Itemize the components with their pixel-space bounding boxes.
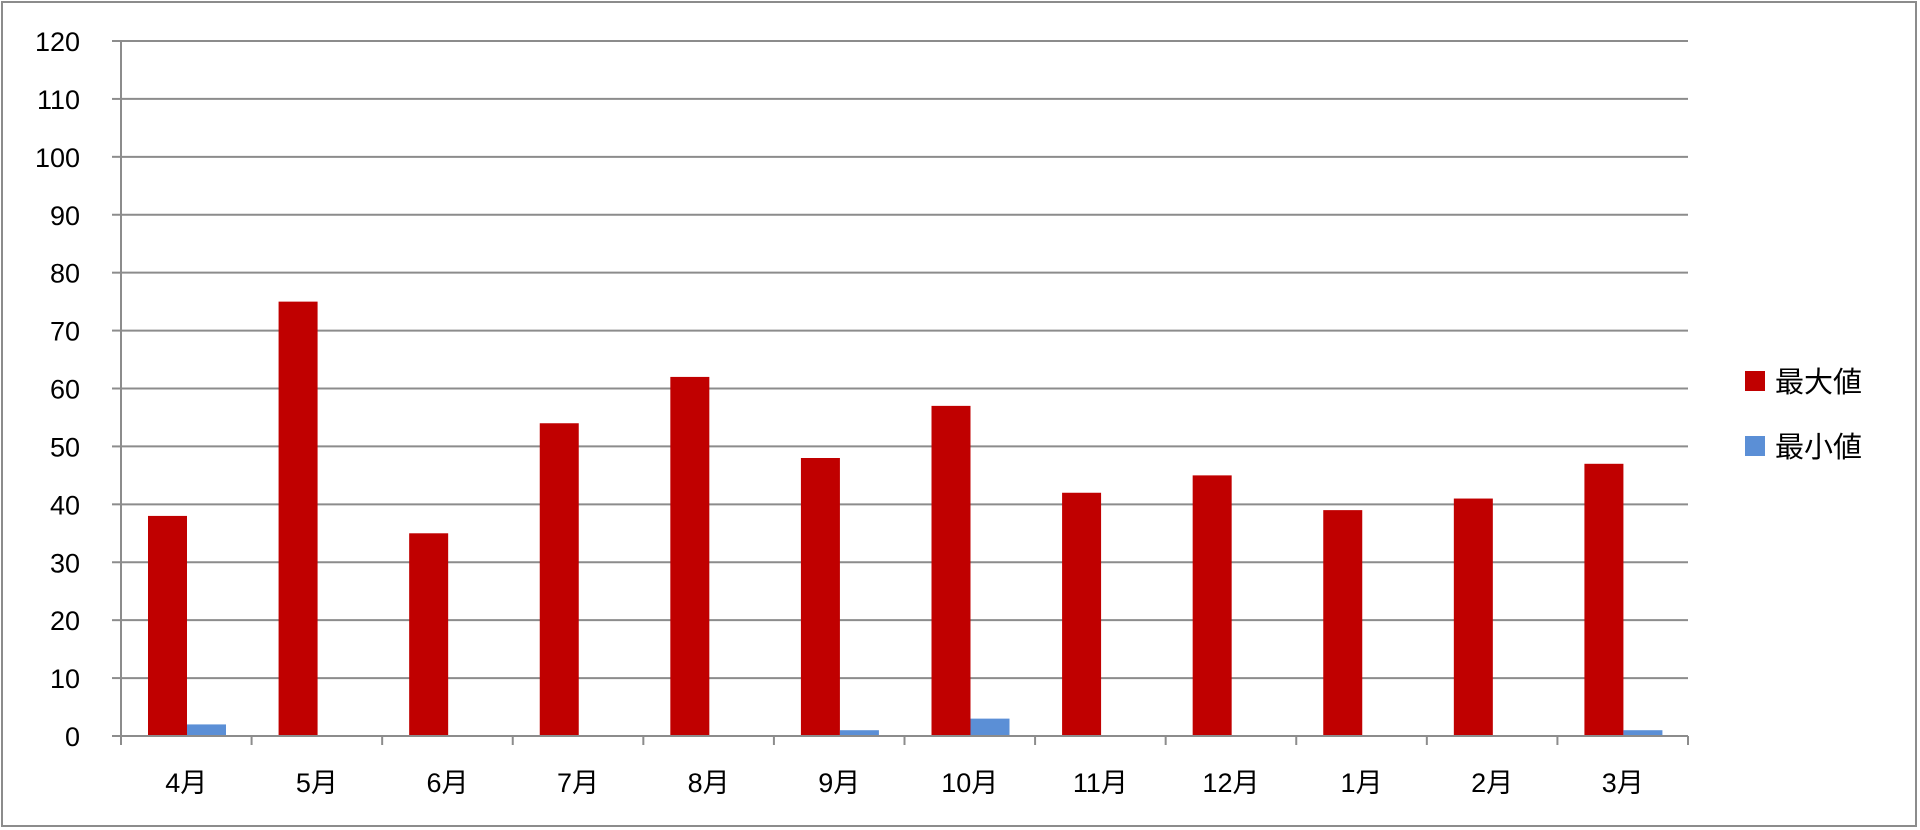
bar-max	[539, 423, 579, 736]
x-tick-label: 10月	[941, 768, 998, 798]
bar-min	[839, 730, 879, 736]
y-tick-label: 30	[50, 548, 80, 578]
x-tick-label: 6月	[426, 768, 468, 798]
y-tick-label: 60	[50, 375, 80, 405]
y-tick-label: 110	[37, 85, 80, 115]
legend: 最大値 最小値	[1745, 365, 1862, 464]
x-tick-label: 4月	[165, 768, 207, 798]
y-tick-label: 0	[65, 722, 80, 752]
bar-max	[278, 301, 318, 736]
y-tick-label: 50	[50, 432, 80, 462]
y-tick-label: 90	[50, 201, 80, 231]
bar-min	[187, 724, 226, 736]
bar-max	[1192, 475, 1232, 736]
bar-max	[931, 405, 971, 736]
x-tick-label: 5月	[296, 768, 338, 798]
bar-max	[670, 376, 710, 736]
legend-swatch-min	[1745, 436, 1765, 456]
x-tick-label: 8月	[688, 768, 730, 798]
axes	[120, 41, 1689, 745]
y-tick-label: 120	[35, 27, 80, 57]
bar-max	[800, 458, 840, 736]
legend-label-min: 最小値	[1775, 430, 1862, 464]
bar-max	[1062, 492, 1102, 736]
x-tick-label: 7月	[557, 768, 599, 798]
gridlines	[121, 40, 1688, 680]
y-tick-label: 70	[50, 317, 80, 347]
y-tick-label: 80	[50, 259, 80, 289]
x-tick-label: 11月	[1073, 768, 1128, 798]
bar-max	[409, 533, 449, 736]
y-tick-label: 20	[50, 606, 80, 636]
y-axis-tick-labels: 0 10 20 30 40 50 60 70 80 90 100 110 120	[35, 27, 121, 752]
legend-swatch-max	[1745, 371, 1765, 391]
bar-min	[970, 718, 1010, 736]
bar-max	[1584, 463, 1624, 736]
y-tick-label: 40	[50, 490, 80, 520]
x-tick-label: 1月	[1341, 768, 1383, 798]
x-tick-label: 12月	[1202, 768, 1259, 798]
bar-min	[1623, 730, 1663, 736]
y-tick-label: 10	[50, 664, 80, 694]
bar-max	[148, 515, 187, 736]
x-tick-label: 9月	[818, 768, 860, 798]
x-tick-label: 3月	[1602, 768, 1644, 798]
bar-max	[1323, 510, 1363, 736]
bar-max	[1453, 498, 1493, 736]
x-axis-tick-labels: 4月 5月 6月 7月 8月 9月 10月 11月 12月 1月 2月 3月	[165, 768, 1643, 798]
bars	[148, 301, 1663, 736]
y-tick-label: 100	[35, 143, 80, 173]
legend-label-max: 最大値	[1775, 365, 1862, 399]
x-tick-label: 2月	[1471, 768, 1513, 798]
